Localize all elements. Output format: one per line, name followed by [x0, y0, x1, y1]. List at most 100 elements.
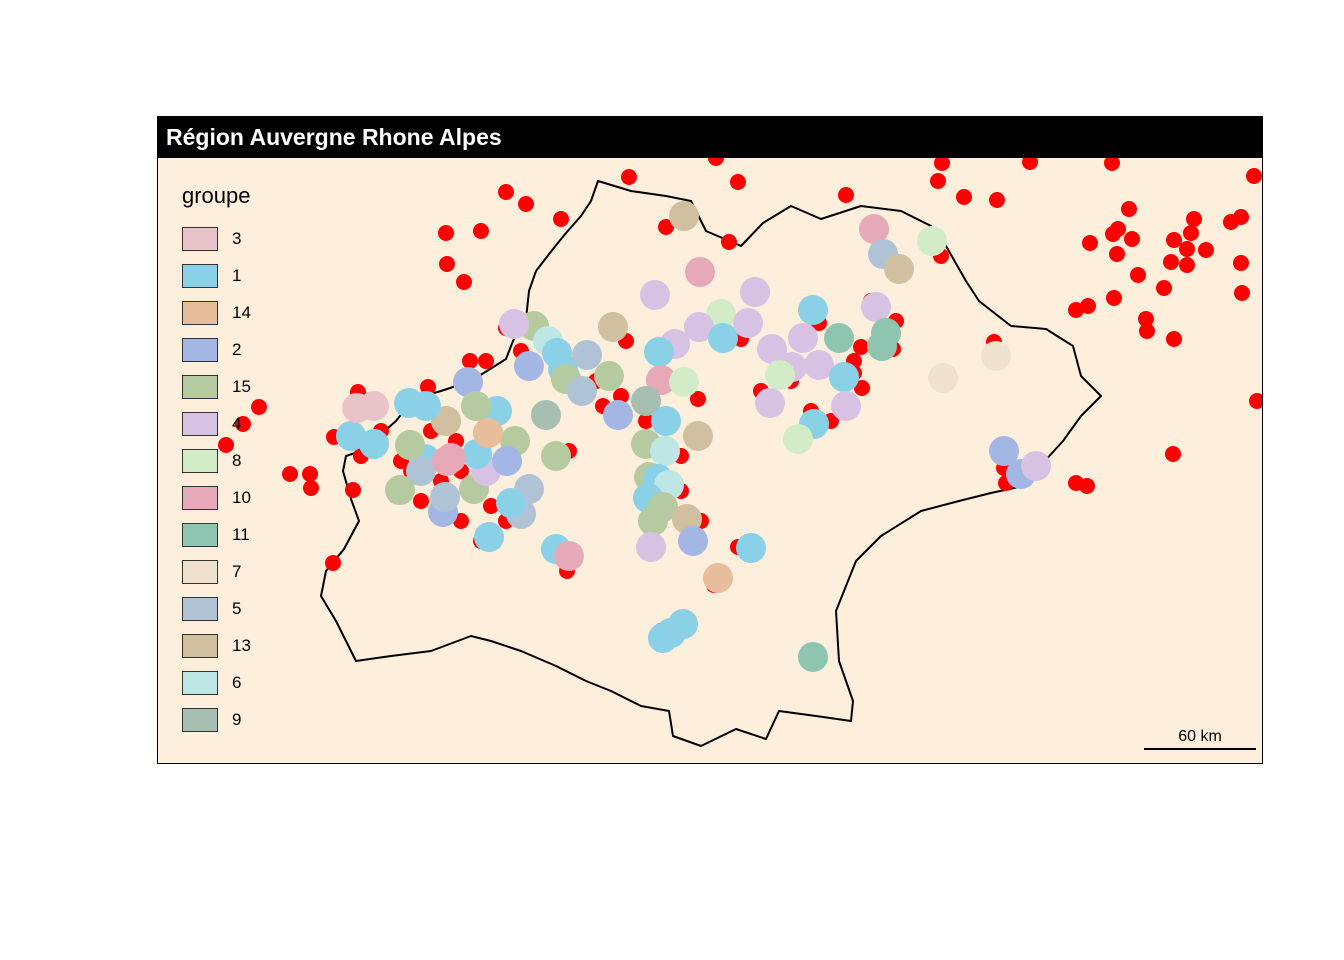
legend-item: 3 — [182, 227, 251, 264]
group-1-marker — [336, 421, 366, 451]
legend-label: 6 — [232, 673, 242, 692]
legend-item: 2 — [182, 338, 251, 375]
group-4-marker — [831, 391, 861, 421]
group-10-marker — [646, 365, 676, 395]
red-point-marker — [302, 466, 318, 482]
group-1-marker — [736, 533, 766, 563]
group-5-marker — [430, 482, 460, 512]
group-8-marker — [765, 360, 795, 390]
group-15-marker — [385, 475, 415, 505]
group-11-marker — [824, 323, 854, 353]
legend-swatch — [182, 597, 218, 621]
group-8-marker — [783, 424, 813, 454]
legend-swatch — [182, 671, 218, 695]
legend-swatch — [182, 560, 218, 584]
red-point-marker — [1166, 331, 1182, 347]
red-point-marker — [1139, 323, 1155, 339]
red-point-marker — [658, 219, 674, 235]
legend-item: 7 — [182, 560, 251, 597]
group-1-marker — [411, 391, 441, 421]
red-point-marker — [1124, 231, 1140, 247]
group-1-marker — [829, 362, 859, 392]
group-4-marker — [757, 334, 787, 364]
group-1-marker — [648, 623, 678, 653]
legend-label: 5 — [232, 599, 242, 618]
red-point-marker — [854, 380, 870, 396]
red-point-marker — [1079, 478, 1095, 494]
legend-swatch — [182, 449, 218, 473]
group-2-marker — [514, 351, 544, 381]
group-10-marker — [685, 257, 715, 287]
group-13-marker — [683, 421, 713, 451]
legend-swatch — [182, 227, 218, 251]
legend-item: 10 — [182, 486, 251, 523]
group-6-marker — [650, 436, 680, 466]
red-point-marker — [420, 379, 436, 395]
red-point-marker — [251, 399, 267, 415]
red-point-marker — [1183, 225, 1199, 241]
legend-label: 4 — [232, 414, 242, 433]
group-11-marker — [867, 331, 897, 361]
red-point-marker — [1106, 290, 1122, 306]
legend-item: 14 — [182, 301, 251, 338]
group-4-marker — [804, 350, 834, 380]
red-point-marker — [1233, 255, 1249, 271]
red-point-marker — [1163, 254, 1179, 270]
legend-swatch — [182, 375, 218, 399]
red-point-marker — [218, 437, 234, 453]
group-13-marker — [884, 254, 914, 284]
legend-items: 3 1 14 2 15 4 8 10 11 7 5 13 6 9 — [182, 227, 251, 745]
group-13-marker — [669, 201, 699, 231]
group-11-marker — [798, 642, 828, 672]
map-title: Région Auvergne Rhone Alpes — [158, 117, 1262, 158]
red-point-marker — [1022, 154, 1038, 170]
red-point-marker — [1234, 285, 1250, 301]
red-point-marker — [413, 493, 429, 509]
legend-label: 10 — [232, 488, 251, 507]
group-4-marker — [499, 309, 529, 339]
red-point-marker — [478, 353, 494, 369]
legend-item: 5 — [182, 597, 251, 634]
group-9-marker — [531, 400, 561, 430]
group-4-marker — [755, 388, 785, 418]
legend-swatch — [182, 634, 218, 658]
legend-label: 1 — [232, 266, 242, 285]
group-8-marker — [917, 226, 947, 256]
group-4-marker — [788, 323, 818, 353]
red-point-marker — [1246, 168, 1262, 184]
group-1-marker — [474, 522, 504, 552]
legend-item: 8 — [182, 449, 251, 486]
group-15-marker — [638, 506, 668, 536]
red-point-marker — [930, 173, 946, 189]
scale-bar: 60 km — [1144, 728, 1256, 750]
red-point-marker — [1166, 232, 1182, 248]
red-point-marker — [1179, 257, 1195, 273]
legend-item: 9 — [182, 708, 251, 745]
red-point-marker — [498, 184, 514, 200]
red-point-marker — [518, 196, 534, 212]
legend-item: 6 — [182, 671, 251, 708]
red-point-marker — [721, 234, 737, 250]
group-4-marker — [733, 308, 763, 338]
red-point-marker — [1186, 211, 1202, 227]
red-point-marker — [235, 416, 251, 432]
group-8-marker — [669, 367, 699, 397]
red-point-marker — [325, 555, 341, 571]
scale-bar-label: 60 km — [1178, 728, 1222, 745]
red-point-marker — [456, 274, 472, 290]
legend-swatch — [182, 264, 218, 288]
group-5-marker — [567, 376, 597, 406]
group-2-marker — [453, 367, 483, 397]
group-5-marker — [406, 456, 436, 486]
legend-label: 14 — [232, 303, 251, 322]
red-point-marker — [282, 466, 298, 482]
group-4-marker — [640, 280, 670, 310]
map-canvas[interactable] — [158, 117, 1263, 764]
legend-label: 7 — [232, 562, 242, 581]
group-1-marker — [359, 429, 389, 459]
red-point-marker — [853, 339, 869, 355]
group-1-marker — [651, 406, 681, 436]
group-4-marker — [684, 312, 714, 342]
scale-bar-line — [1144, 748, 1256, 750]
legend-swatch — [182, 486, 218, 510]
